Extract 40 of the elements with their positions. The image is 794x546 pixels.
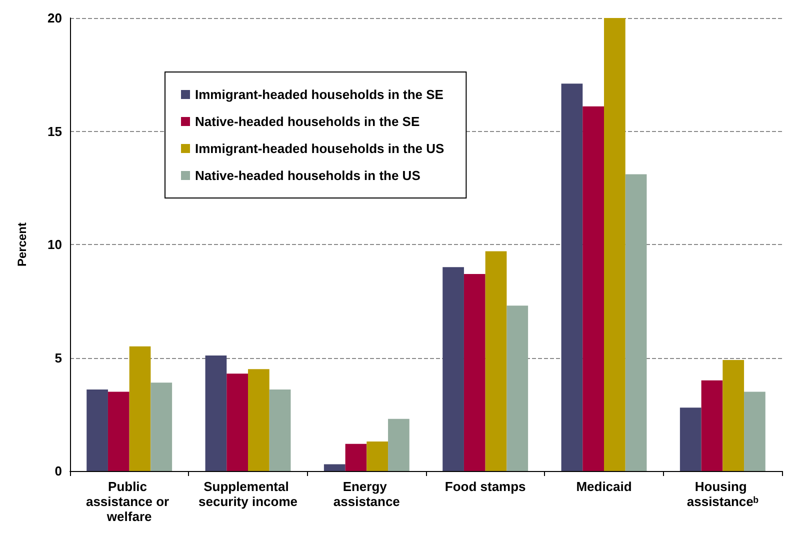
bar bbox=[604, 18, 626, 471]
bar bbox=[366, 442, 388, 471]
x-tick-label: Medicaid bbox=[576, 479, 632, 494]
bar bbox=[129, 346, 151, 471]
x-tick-label: Supplemental security income bbox=[198, 479, 298, 509]
bar bbox=[150, 382, 172, 471]
bar bbox=[680, 408, 702, 471]
bar bbox=[582, 106, 604, 471]
bar bbox=[248, 369, 270, 471]
x-tick-label: Energy assistance bbox=[333, 479, 400, 509]
y-axis-title: Percent bbox=[15, 222, 29, 267]
bar bbox=[442, 267, 464, 471]
y-tick-label: 10 bbox=[48, 237, 62, 252]
bar bbox=[226, 374, 248, 471]
bar bbox=[506, 306, 528, 471]
y-tick-label: 20 bbox=[48, 10, 62, 26]
y-tick-label: 5 bbox=[54, 350, 62, 366]
x-tick-label: Public assistance or welfare bbox=[86, 479, 173, 524]
bar bbox=[625, 174, 647, 471]
legend-label: Immigrant-headed households in the US bbox=[195, 141, 445, 156]
bar bbox=[701, 380, 723, 471]
bar bbox=[324, 464, 346, 471]
x-tick-label: Housing assistanceᵇ bbox=[686, 479, 758, 509]
bar bbox=[485, 251, 507, 471]
bar bbox=[108, 392, 130, 471]
bar bbox=[744, 392, 766, 471]
bar bbox=[205, 355, 227, 471]
bar bbox=[464, 274, 486, 471]
bar bbox=[561, 84, 583, 471]
y-tick-label: 0 bbox=[54, 464, 62, 478]
legend-label: Native-headed households in the SE bbox=[195, 114, 420, 129]
bar bbox=[86, 389, 108, 471]
legend-label: Native-headed households in the US bbox=[195, 168, 421, 183]
y-tick-label: 15 bbox=[48, 124, 62, 139]
bar bbox=[345, 444, 367, 471]
x-tick-label: Food stamps bbox=[444, 479, 526, 494]
legend-label: Immigrant-headed households in the SE bbox=[195, 87, 444, 102]
bar bbox=[388, 418, 410, 471]
bar bbox=[269, 389, 291, 471]
bar bbox=[722, 360, 744, 471]
